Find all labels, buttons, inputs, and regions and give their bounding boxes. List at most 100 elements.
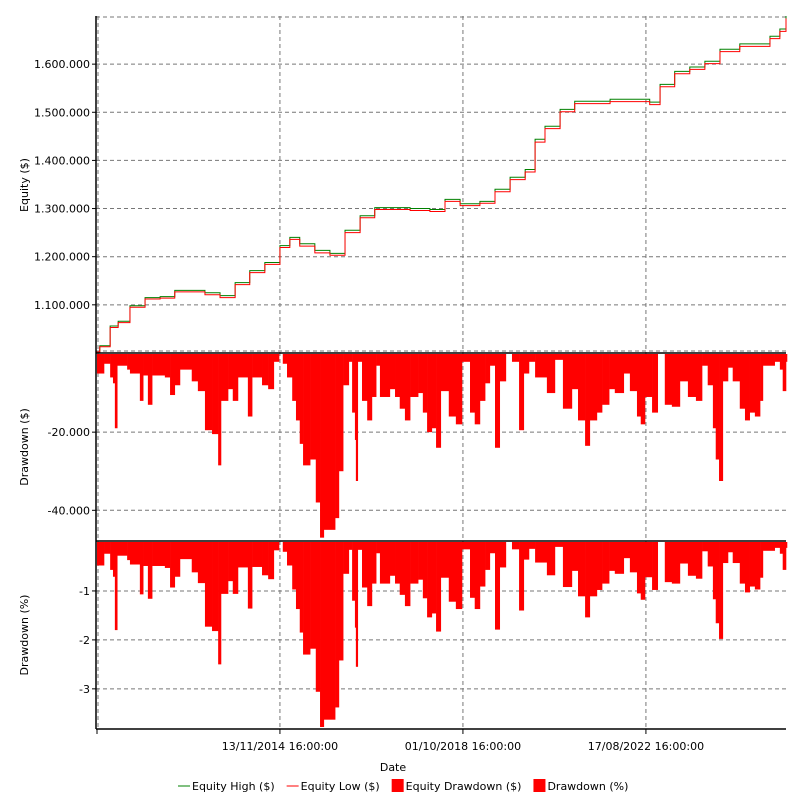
drawdown-pct-bar	[170, 542, 175, 588]
drawdown-usd-bar	[602, 354, 609, 405]
chart-marks	[96, 16, 787, 727]
drawdown-usd-bar	[719, 354, 723, 481]
drawdown-usd-bar	[609, 354, 615, 389]
drawdown-pct-bar	[356, 542, 358, 667]
drawdown-usd-bar	[672, 354, 680, 407]
drawdown-usd-bar	[192, 354, 198, 381]
equity-high-line	[96, 16, 786, 352]
y-axis-title-drawdown-pct: Drawdown (%)	[18, 595, 31, 676]
drawdown-pct-bar	[228, 542, 233, 581]
drawdown-pct-bar	[376, 542, 380, 553]
drawdown-pct-bar	[300, 542, 304, 633]
drawdown-pct-bar	[645, 542, 652, 577]
drawdown-pct-bar	[590, 542, 597, 596]
drawdown-pct-bar	[427, 542, 432, 617]
drawdown-pct-bar	[198, 542, 205, 583]
equity-low-line	[96, 18, 786, 352]
legend-label: Equity Low ($)	[301, 780, 380, 793]
drawdown-pct-bar	[652, 542, 658, 590]
drawdown-usd-bar	[335, 354, 339, 518]
y-tick-label-drawdown-pct: -2	[79, 634, 90, 647]
drawdown-usd-bar	[475, 354, 480, 424]
drawdown-usd-bar	[205, 354, 212, 430]
drawdown-usd-bar	[165, 354, 170, 377]
drawdown-pct-bar	[602, 542, 609, 584]
drawdown-pct-bar	[630, 542, 637, 572]
drawdown-usd-bar	[783, 354, 787, 391]
drawdown-usd-bar	[349, 354, 353, 362]
drawdown-pct-bar	[475, 542, 480, 609]
drawdown-usd-bar	[343, 354, 349, 385]
drawdown-pct-bar	[519, 542, 524, 611]
drawdown-usd-bar	[352, 354, 355, 413]
drawdown-usd-bar	[462, 354, 470, 362]
drawdown-usd-bar	[688, 354, 696, 397]
drawdown-usd-bar	[380, 354, 390, 397]
drawdown-pct-bar	[418, 542, 423, 580]
drawdown-usd-bar	[358, 354, 363, 362]
drawdown-pct-bar	[585, 542, 590, 617]
drawdown-usd-bar	[175, 354, 180, 385]
drawdown-usd-bar	[763, 354, 775, 366]
y-tick-label-drawdown-usd: -40.000	[48, 504, 90, 517]
drawdown-pct-bar	[641, 542, 646, 600]
drawdown-usd-bar	[524, 354, 529, 374]
drawdown-pct-bar	[324, 542, 336, 720]
drawdown-pct-bar	[113, 542, 115, 577]
drawdown-pct-bar	[372, 542, 377, 584]
drawdown-usd-bar	[529, 354, 535, 362]
legend-swatch-box	[533, 779, 545, 792]
drawdown-usd-bar	[316, 354, 321, 502]
drawdown-pct-bar	[786, 542, 787, 548]
drawdown-pct-bar	[535, 542, 547, 563]
drawdown-usd-bar	[702, 354, 708, 366]
drawdown-usd-bar	[733, 354, 740, 381]
drawdown-usd-bar	[456, 354, 462, 424]
drawdown-usd-bar	[410, 354, 418, 397]
drawdown-pct-bar	[485, 542, 490, 570]
drawdown-usd-bar	[400, 354, 405, 409]
drawdown-usd-bar	[780, 354, 783, 370]
drawdown-pct-bar	[733, 542, 740, 563]
drawdown-usd-bar	[262, 354, 268, 385]
drawdown-pct-bar	[740, 542, 745, 584]
drawdown-usd-bar	[233, 354, 238, 401]
drawdown-pct-bar	[432, 542, 437, 613]
drawdown-pct-bar	[218, 542, 221, 664]
drawdown-usd-bar	[585, 354, 590, 446]
drawdown-usd-bar	[117, 354, 127, 366]
drawdown-pct-bar	[609, 542, 615, 571]
drawdown-pct-bar	[212, 542, 218, 631]
drawdown-pct-bar	[696, 542, 702, 579]
drawdown-pct-bar	[755, 542, 760, 589]
drawdown-usd-bar	[140, 354, 144, 401]
drawdown-pct-bar	[367, 542, 372, 606]
drawdown-usd-bar	[212, 354, 218, 434]
drawdown-usd-bar	[372, 354, 377, 397]
drawdown-pct-bar	[104, 542, 110, 554]
drawdown-usd-bar	[563, 354, 572, 409]
drawdown-usd-bar	[339, 354, 344, 471]
drawdown-usd-bar	[547, 354, 555, 393]
drawdown-pct-bar	[529, 542, 535, 549]
y-tick-label-drawdown-usd: -20.000	[48, 426, 90, 439]
drawdown-usd-bar	[641, 354, 646, 424]
y-tick-label-equity: 1.200.000	[34, 251, 90, 264]
drawdown-pct-bar	[390, 542, 395, 576]
y-tick-label-equity: 1.100.000	[34, 299, 90, 312]
drawdown-usd-bar	[713, 354, 716, 428]
drawdown-usd-bar	[728, 354, 733, 368]
drawdown-pct-bar	[117, 542, 127, 556]
drawdown-pct-bar	[572, 542, 578, 571]
drawdown-pct-bar	[252, 542, 262, 567]
drawdown-usd-bar	[130, 354, 140, 374]
drawdown-usd-bar	[500, 354, 506, 381]
drawdown-pct-bar	[723, 542, 728, 563]
drawdown-usd-bar	[652, 354, 658, 413]
drawdown-usd-bar	[485, 354, 490, 383]
drawdown-usd-bar	[519, 354, 524, 430]
x-tick-label: 13/11/2014 16:00:00	[222, 740, 338, 753]
drawdown-usd-bar	[115, 354, 118, 428]
drawdown-pct-bar	[180, 542, 192, 559]
drawdown-pct-bar	[702, 542, 708, 551]
